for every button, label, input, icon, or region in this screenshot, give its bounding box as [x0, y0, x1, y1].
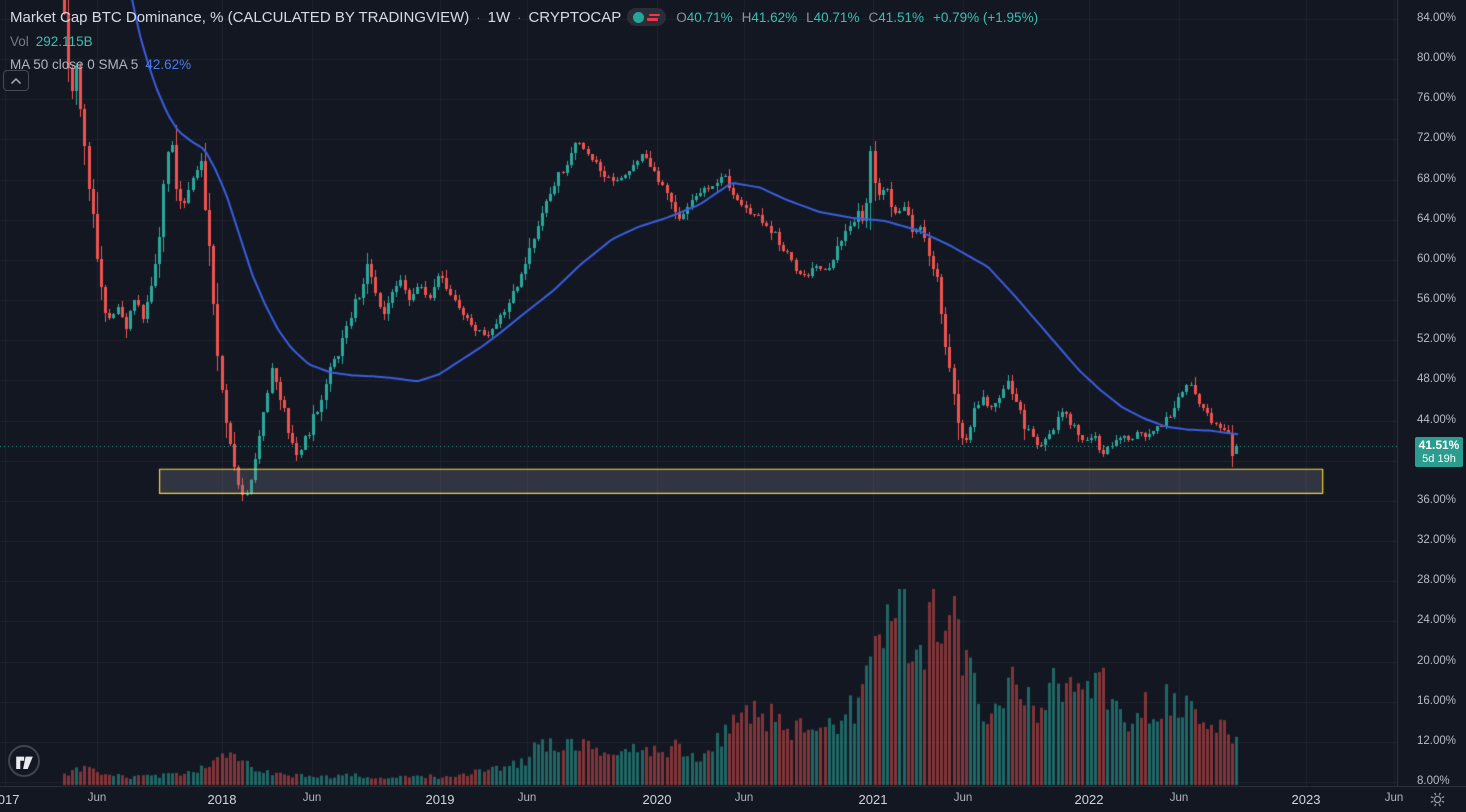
ohlc-high: H41.62% [741, 9, 798, 25]
chevron-up-icon [11, 77, 21, 84]
ohlc-close: C41.51% [868, 9, 924, 25]
volume-value: 292.115B [35, 34, 93, 49]
time-axis-label: 2017 [0, 792, 20, 807]
last-price-value: 41.51% [1418, 438, 1460, 452]
interval-label[interactable]: 1W [487, 8, 511, 26]
price-axis-label: 84.00% [1417, 11, 1457, 24]
time-scale[interactable]: 2017 Jun 2018 Jun 2019 Jun 2020 Jun 2021 Jun 2022 J… [0, 786, 1466, 812]
price-axis-label: 72.00% [1417, 132, 1457, 145]
ma-value: 42.62% [145, 57, 192, 72]
ma-indicator-row: MA 50 close 0 SMA 5 42.62% [10, 57, 1038, 73]
red-bars-icon [647, 13, 661, 21]
price-axis-label: 24.00% [1417, 614, 1457, 627]
legend-collapse-button[interactable] [3, 70, 29, 91]
time-axis-label: 2019 [425, 792, 455, 807]
price-axis-label: 68.00% [1417, 172, 1457, 185]
ma-label: MA 50 close 0 SMA 5 [10, 57, 139, 72]
time-axis-label: Jun [734, 792, 754, 804]
time-axis-label: Jun [517, 792, 537, 804]
legend-main-row: Market Cap BTC Dominance, % (CALCULATED … [10, 7, 1038, 27]
price-axis-label: 52.00% [1417, 333, 1457, 346]
price-axis-label: 56.00% [1417, 293, 1457, 306]
ohlc-low: L40.71% [806, 9, 860, 25]
ohlc-readout: O40.71% H41.62% L40.71% C41.51% +0.79% (+1.9… [676, 10, 1038, 25]
price-axis-label: 8.00% [1417, 775, 1450, 786]
time-axis-label: Jun [953, 792, 973, 804]
change-readout: +0.79% (+1.95%) [933, 9, 1039, 25]
separator: · [517, 9, 522, 25]
price-scale[interactable]: 84.00% 80.00% 76.00% 72.00% 68.00% 64.00% 60.0… [1397, 0, 1466, 786]
price-axis-label: 16.00% [1417, 694, 1457, 707]
bar-countdown: 5d 19h [1422, 453, 1456, 465]
price-axis-label: 36.00% [1417, 493, 1457, 506]
exchange-label: CRYPTOCAP [528, 8, 622, 26]
price-axis-label: 28.00% [1417, 574, 1457, 587]
chart-legend: Market Cap BTC Dominance, % (CALCULATED … [10, 7, 1038, 73]
timescale-settings-button[interactable] [1429, 791, 1446, 808]
gear-icon [1430, 792, 1445, 807]
legend-status-pill[interactable] [627, 8, 667, 26]
tradingview-logo[interactable] [7, 744, 41, 778]
volume-label: Vol [10, 34, 29, 49]
time-axis-label: Jun [1169, 792, 1189, 804]
teal-dot-icon [633, 11, 645, 23]
price-axis-label: 60.00% [1417, 252, 1457, 265]
time-axis-label: 2020 [642, 792, 672, 807]
price-axis-label: 80.00% [1417, 52, 1457, 65]
price-chart-canvas[interactable] [0, 0, 1397, 786]
time-axis-label: 2021 [858, 792, 888, 807]
time-axis-label: 2023 [1291, 792, 1321, 807]
symbol-title[interactable]: Market Cap BTC Dominance, % (CALCULATED … [10, 8, 470, 26]
ohlc-open: O40.71% [676, 9, 733, 25]
time-axis-label: 2018 [207, 792, 237, 807]
time-axis-label: 2022 [1074, 792, 1104, 807]
price-axis-label: 44.00% [1417, 413, 1457, 426]
time-axis-label: Jun [302, 792, 322, 804]
separator: · [476, 9, 481, 25]
price-axis-label: 20.00% [1417, 654, 1457, 667]
price-axis-label: 64.00% [1417, 212, 1457, 225]
volume-row: Vol 292.115B [10, 34, 1038, 50]
price-axis-label: 76.00% [1417, 92, 1457, 105]
last-price-badge: 41.51% 5d 19h [1415, 437, 1463, 467]
time-axis-label: Jun [1384, 792, 1404, 804]
price-axis-label: 32.00% [1417, 534, 1457, 547]
time-axis-label: Jun [87, 792, 107, 804]
price-axis-label: 48.00% [1417, 373, 1457, 386]
price-axis-label: 12.00% [1417, 734, 1457, 747]
